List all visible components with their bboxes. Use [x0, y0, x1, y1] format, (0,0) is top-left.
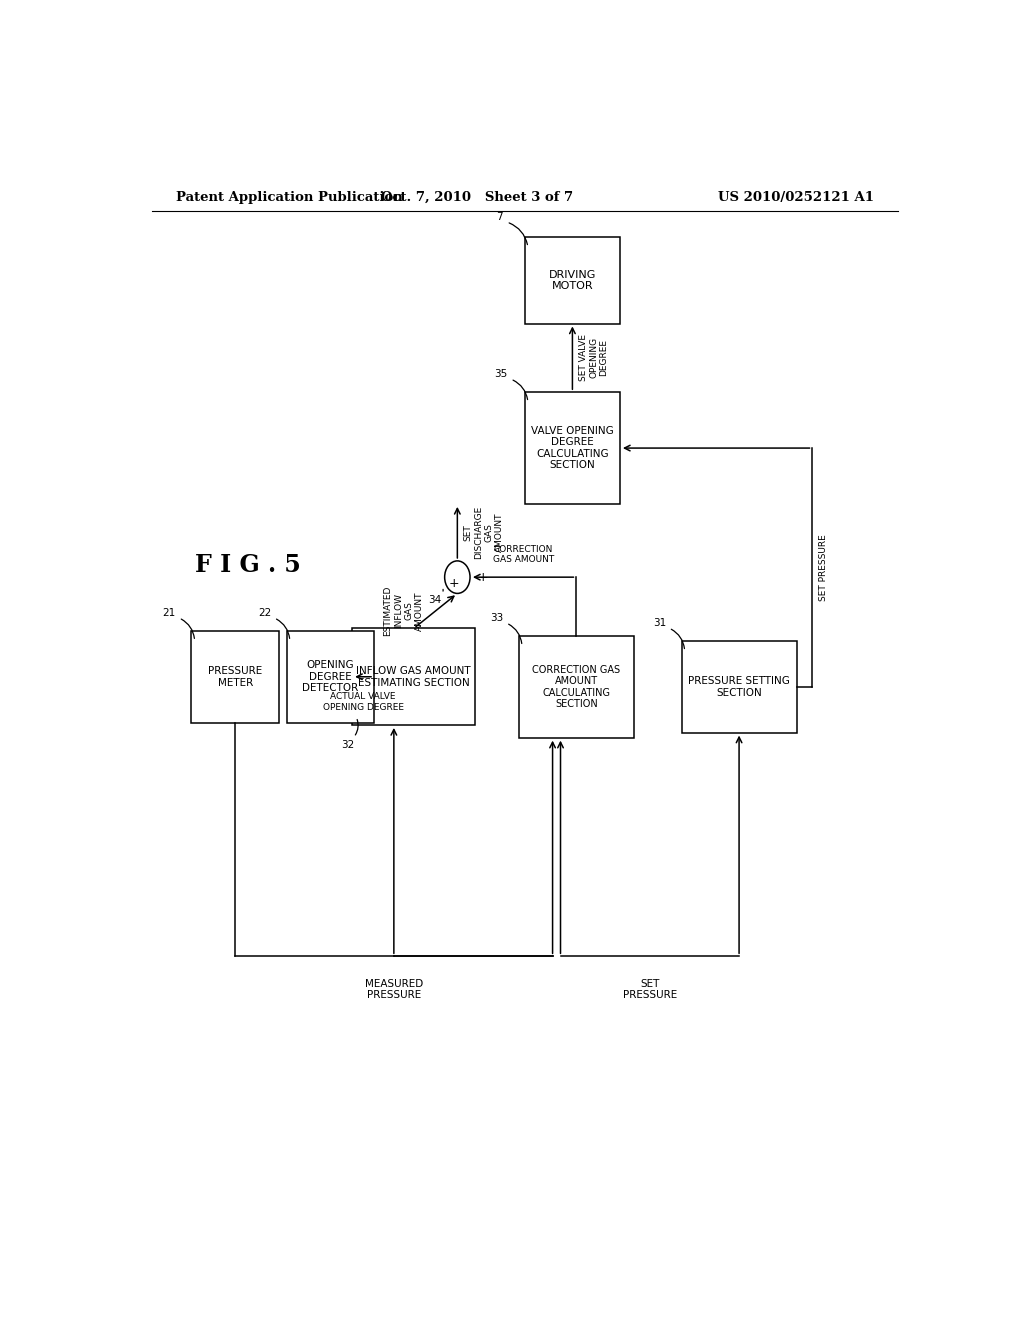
Text: 22: 22: [258, 607, 271, 618]
Text: 7: 7: [496, 211, 503, 222]
Text: US 2010/0252121 A1: US 2010/0252121 A1: [718, 190, 873, 203]
Text: MEASURED
PRESSURE: MEASURED PRESSURE: [365, 978, 423, 1001]
Bar: [524, 392, 620, 504]
Text: OPENING
DEGREE
DETECTOR: OPENING DEGREE DETECTOR: [302, 660, 358, 693]
Text: CORRECTION GAS
AMOUNT
CALCULATING
SECTION: CORRECTION GAS AMOUNT CALCULATING SECTIO…: [532, 664, 621, 709]
Text: PRESSURE
METER: PRESSURE METER: [208, 667, 262, 688]
Text: F I G . 5: F I G . 5: [196, 553, 301, 577]
Bar: [682, 642, 797, 733]
Text: 35: 35: [495, 368, 508, 379]
Text: 34: 34: [428, 594, 441, 605]
Text: CORRECTION
GAS AMOUNT: CORRECTION GAS AMOUNT: [493, 545, 554, 565]
Text: PRESSURE SETTING
SECTION: PRESSURE SETTING SECTION: [688, 676, 790, 698]
Text: Oct. 7, 2010   Sheet 3 of 7: Oct. 7, 2010 Sheet 3 of 7: [381, 190, 573, 203]
Bar: [191, 631, 279, 722]
Text: SET VALVE
OPENING
DEGREE: SET VALVE OPENING DEGREE: [579, 334, 608, 381]
Text: ESTIMATED
INFLOW
GAS
AMOUNT: ESTIMATED INFLOW GAS AMOUNT: [383, 586, 424, 636]
Text: SET PRESSURE: SET PRESSURE: [819, 535, 827, 601]
Text: SET
DISCHARGE
GAS
AMOUNT: SET DISCHARGE GAS AMOUNT: [464, 506, 504, 560]
Text: DRIVING
MOTOR: DRIVING MOTOR: [549, 269, 596, 292]
Text: 31: 31: [652, 618, 666, 628]
Text: VALVE OPENING
DEGREE
CALCULATING
SECTION: VALVE OPENING DEGREE CALCULATING SECTION: [531, 425, 613, 470]
Bar: [524, 238, 620, 323]
Text: SET
PRESSURE: SET PRESSURE: [623, 978, 677, 1001]
Text: +: +: [449, 577, 460, 590]
Bar: [519, 636, 634, 738]
Text: Patent Application Publication: Patent Application Publication: [176, 190, 402, 203]
Text: 32: 32: [342, 741, 355, 750]
Text: 21: 21: [163, 607, 176, 618]
Bar: [287, 631, 374, 722]
Bar: [352, 628, 475, 725]
Text: ACTUAL VALVE
OPENING DEGREE: ACTUAL VALVE OPENING DEGREE: [323, 693, 403, 711]
Text: 33: 33: [490, 612, 503, 623]
Text: INFLOW GAS AMOUNT
ESTIMATING SECTION: INFLOW GAS AMOUNT ESTIMATING SECTION: [356, 667, 471, 688]
Text: +: +: [477, 570, 488, 583]
